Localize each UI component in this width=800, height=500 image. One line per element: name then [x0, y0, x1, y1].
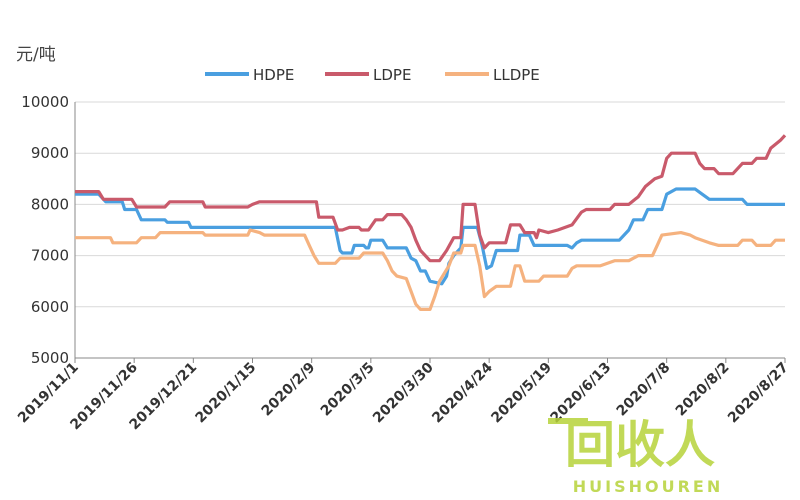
watermark-bar — [548, 418, 588, 424]
x-tick-label-8: 2020/5/19 — [488, 360, 555, 427]
watermark-subtitle: HUISHOUREN — [573, 477, 723, 496]
x-tick-label-3: 2020/1/15 — [193, 360, 260, 427]
legend-label-lldpe: LLDPE — [493, 66, 540, 84]
x-tick-label-6: 2020/3/30 — [370, 359, 437, 426]
y-tick-label-0: 5000 — [31, 349, 69, 367]
chart-series — [75, 134, 787, 311]
y-tick-label-5: 10000 — [21, 93, 69, 111]
x-tick-label-12: 2020/8/27 — [725, 360, 792, 427]
x-tick-label-7: 2020/4/24 — [429, 359, 496, 426]
watermark-title: 回收人 — [565, 416, 715, 474]
series-line-ldpe — [75, 134, 787, 263]
y-axis-ticks: 5000 6000 7000 8000 9000 10000 — [21, 93, 69, 367]
y-tick-label-1: 6000 — [31, 298, 69, 316]
x-tick-label-10: 2020/7/8 — [614, 360, 674, 420]
watermark-logo: 回收人 HUISHOUREN — [548, 416, 723, 496]
chart-gridlines — [75, 101, 785, 359]
chart-legend: HDPE LDPE LLDPE — [205, 66, 540, 84]
x-tick-label-5: 2020/3/5 — [318, 360, 378, 420]
y-tick-label-3: 8000 — [31, 195, 69, 213]
x-tick-label-4: 2020/2/9 — [259, 360, 319, 420]
series-line-lldpe — [75, 228, 785, 311]
y-axis-unit-label: 元/吨 — [16, 45, 56, 65]
x-tick-label-11: 2020/8/2 — [673, 360, 733, 420]
y-tick-label-2: 7000 — [31, 247, 69, 265]
y-tick-label-4: 9000 — [31, 144, 69, 162]
legend-label-hdpe: HDPE — [253, 66, 294, 84]
legend-label-ldpe: LDPE — [373, 66, 411, 84]
chart-axes — [74, 102, 785, 359]
